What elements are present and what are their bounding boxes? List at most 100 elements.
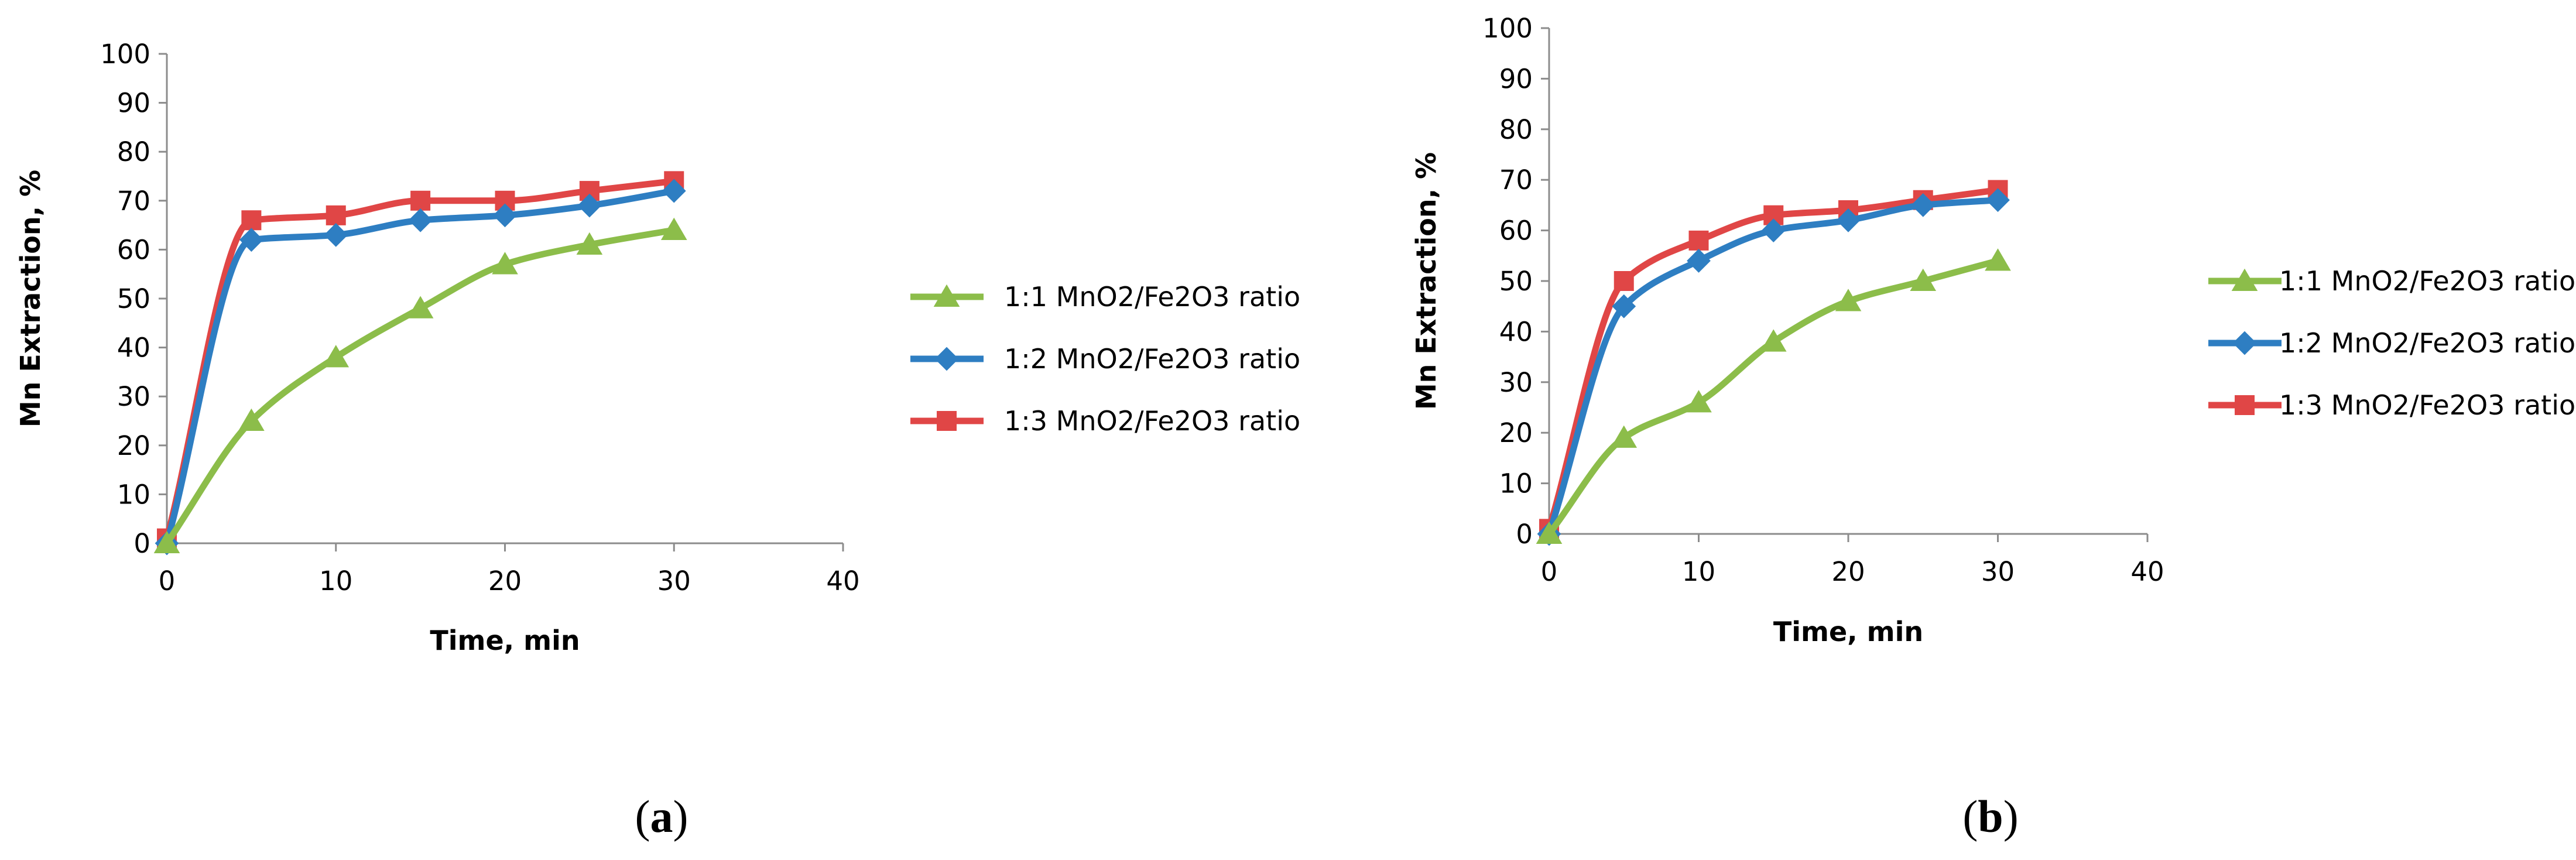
y-tick-label: 20 bbox=[117, 430, 150, 461]
data-point bbox=[1911, 193, 1936, 217]
data-point bbox=[660, 217, 687, 240]
data-point bbox=[1986, 188, 2010, 213]
series-line bbox=[1546, 197, 2001, 537]
x-tick-label: 10 bbox=[319, 566, 352, 597]
y-tick-label: 40 bbox=[117, 333, 150, 364]
data-point bbox=[1760, 329, 1787, 352]
data-point bbox=[1687, 249, 1711, 273]
legend-marker bbox=[2232, 331, 2257, 355]
legend-marker bbox=[934, 347, 959, 371]
legend-marker bbox=[2231, 268, 2258, 291]
x-tick-label: 20 bbox=[488, 566, 522, 597]
data-point bbox=[407, 296, 434, 318]
x-tick-label: 40 bbox=[826, 566, 859, 597]
legend-item: 1:2 MnO2/Fe2O3 ratio bbox=[2208, 327, 2575, 359]
caption-letter: a bbox=[650, 791, 673, 842]
data-point bbox=[410, 190, 431, 211]
y-tick-label: 0 bbox=[1516, 519, 1533, 550]
legend-label: 1:2 MnO2/Fe2O3 ratio bbox=[1004, 343, 1300, 375]
data-point bbox=[239, 228, 263, 252]
y-tick-label: 100 bbox=[1482, 13, 1533, 44]
x-tick-label: 0 bbox=[1541, 556, 1558, 587]
y-tick-label: 60 bbox=[117, 234, 150, 265]
caption-paren-open: ( bbox=[635, 791, 650, 842]
y-tick-label: 60 bbox=[1499, 215, 1533, 246]
data-point bbox=[1536, 521, 1563, 544]
legend-label: 1:2 MnO2/Fe2O3 ratio bbox=[2279, 327, 2575, 359]
chart-panel-a: 0 10 20 30 40 50 60 70 80 90 100 0 10 20 30 40 Time, min… bbox=[15, 39, 1300, 842]
y-tick-label: 50 bbox=[1499, 266, 1533, 297]
x-tick-label: 30 bbox=[657, 566, 691, 597]
x-tick-label: 20 bbox=[1831, 556, 1865, 587]
caption-paren-open: ( bbox=[1962, 791, 1978, 842]
legend-label: 1:1 MnO2/Fe2O3 ratio bbox=[2279, 265, 2575, 297]
panel-caption: (a) bbox=[635, 791, 688, 842]
y-tick-label: 10 bbox=[117, 479, 150, 510]
data-point bbox=[1611, 425, 1638, 448]
y-tick-label: 70 bbox=[1499, 165, 1533, 196]
panel-caption: (b) bbox=[1962, 791, 2018, 842]
data-point bbox=[153, 530, 180, 553]
series-line bbox=[163, 227, 677, 547]
y-tick-label: 80 bbox=[117, 136, 150, 167]
legend-marker bbox=[2235, 395, 2255, 415]
y-tick-label: 20 bbox=[1499, 417, 1533, 448]
chart-panel-b: 0 10 20 30 40 50 60 70 80 90 100 0 10 20 30 40 Time, min… bbox=[1410, 13, 2575, 842]
legend-label: 1:3 MnO2/Fe2O3 ratio bbox=[2279, 389, 2575, 421]
y-tick-label: 30 bbox=[117, 381, 150, 412]
x-tick-label: 0 bbox=[159, 566, 176, 597]
series-triangle bbox=[1536, 248, 2011, 544]
x-tick-label: 10 bbox=[1682, 556, 1715, 587]
series-line bbox=[163, 177, 677, 542]
data-point bbox=[1688, 230, 1709, 251]
data-point bbox=[326, 205, 346, 225]
data-point bbox=[1612, 294, 1636, 318]
x-axis-title: Time, min bbox=[1773, 616, 1923, 647]
data-point bbox=[323, 345, 350, 368]
x-tick-label: 30 bbox=[1981, 556, 2015, 587]
data-point bbox=[577, 193, 602, 218]
legend-label: 1:1 MnO2/Fe2O3 ratio bbox=[1004, 281, 1300, 313]
y-tick-label: 80 bbox=[1499, 114, 1533, 145]
data-point bbox=[1761, 218, 1786, 242]
legend-item: 1:3 MnO2/Fe2O3 ratio bbox=[2208, 389, 2575, 421]
data-point bbox=[1686, 390, 1712, 413]
caption-paren-close: ) bbox=[2003, 791, 2019, 842]
x-axis-title: Time, min bbox=[430, 625, 580, 656]
legend-marker bbox=[933, 284, 960, 307]
x-tick-label: 40 bbox=[2130, 556, 2164, 587]
y-tick-label: 10 bbox=[1499, 468, 1533, 499]
y-tick-label: 0 bbox=[133, 528, 150, 559]
data-point bbox=[576, 232, 603, 255]
series-diamond bbox=[1537, 188, 2010, 546]
y-tick-label: 100 bbox=[100, 39, 150, 70]
data-point bbox=[662, 179, 686, 203]
y-tick-label: 90 bbox=[117, 88, 150, 119]
data-point bbox=[238, 408, 265, 431]
data-point bbox=[1836, 208, 1861, 232]
data-point bbox=[492, 252, 518, 275]
caption-letter: b bbox=[1978, 791, 2003, 842]
data-point bbox=[1614, 271, 1634, 291]
y-tick-label: 40 bbox=[1499, 316, 1533, 347]
data-point bbox=[408, 208, 433, 232]
legend-label: 1:3 MnO2/Fe2O3 ratio bbox=[1004, 405, 1300, 437]
data-point bbox=[324, 222, 348, 247]
y-tick-label: 50 bbox=[117, 283, 150, 314]
legend-item: 1:1 MnO2/Fe2O3 ratio bbox=[910, 281, 1300, 313]
series-triangle bbox=[153, 217, 687, 553]
series-line bbox=[1546, 257, 2001, 537]
data-point bbox=[1910, 268, 1937, 291]
series-diamond bbox=[155, 179, 686, 556]
data-point bbox=[493, 203, 517, 228]
legend-marker bbox=[937, 411, 957, 431]
data-point bbox=[1835, 289, 1862, 311]
y-axis-title: Mn Extraction, % bbox=[1410, 152, 1442, 410]
legend-item: 1:3 MnO2/Fe2O3 ratio bbox=[910, 405, 1300, 437]
y-tick-label: 30 bbox=[1499, 367, 1533, 398]
caption-paren-close: ) bbox=[673, 791, 688, 842]
y-axis-title: Mn Extraction, % bbox=[15, 170, 46, 427]
legend-item: 1:1 MnO2/Fe2O3 ratio bbox=[2208, 265, 2575, 297]
legend-item: 1:2 MnO2/Fe2O3 ratio bbox=[910, 343, 1300, 375]
